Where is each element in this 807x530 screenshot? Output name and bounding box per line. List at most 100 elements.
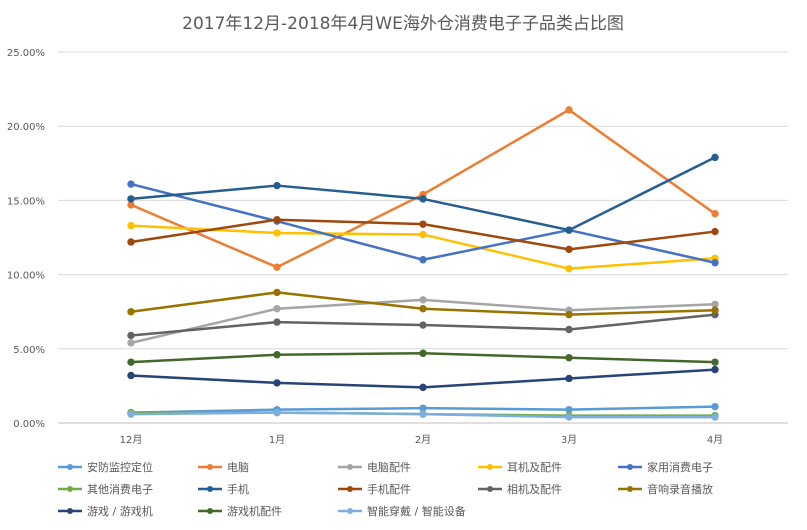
data-point bbox=[273, 408, 281, 417]
data-point bbox=[419, 349, 427, 357]
legend-label: 相机及配件 bbox=[507, 482, 562, 496]
legend-marker bbox=[67, 464, 73, 470]
series-group bbox=[127, 106, 719, 271]
series-group bbox=[127, 215, 719, 254]
y-tick-label: 0.00% bbox=[13, 419, 45, 430]
y-tick-label: 25.00% bbox=[7, 48, 45, 59]
data-point bbox=[273, 351, 281, 359]
legend-marker bbox=[347, 486, 353, 492]
legend-item: 游戏 / 游戏机 bbox=[58, 504, 153, 518]
data-point bbox=[273, 305, 281, 313]
data-point bbox=[711, 402, 719, 411]
data-point bbox=[419, 305, 427, 313]
series-group bbox=[127, 408, 719, 421]
data-point bbox=[565, 374, 573, 383]
legend-marker bbox=[207, 508, 213, 514]
legend-item: 音响录音播放 bbox=[618, 482, 713, 496]
legend-label: 手机 bbox=[227, 482, 249, 496]
legend-marker bbox=[207, 464, 213, 470]
y-tick-label: 5.00% bbox=[13, 345, 45, 356]
data-point bbox=[273, 288, 281, 297]
y-tick-label: 20.00% bbox=[7, 122, 45, 133]
legend-marker bbox=[487, 486, 493, 492]
legend-marker bbox=[67, 508, 73, 514]
data-point bbox=[127, 195, 135, 203]
data-point bbox=[127, 371, 135, 380]
legend-item: 电脑配件 bbox=[338, 461, 411, 474]
data-point bbox=[565, 226, 573, 234]
y-tick-label: 15.00% bbox=[7, 196, 45, 207]
data-point bbox=[127, 339, 135, 347]
data-point bbox=[273, 229, 281, 237]
legend-label: 手机配件 bbox=[367, 482, 411, 496]
legend-marker bbox=[67, 486, 73, 492]
data-point bbox=[127, 308, 135, 316]
data-point bbox=[565, 264, 573, 273]
gridlines bbox=[58, 51, 788, 424]
data-point bbox=[711, 365, 719, 374]
legend-item: 手机 bbox=[198, 482, 249, 496]
data-point bbox=[419, 256, 427, 264]
data-point bbox=[711, 358, 719, 366]
legend-label: 音响录音播放 bbox=[647, 482, 713, 496]
data-point bbox=[565, 354, 573, 362]
data-point bbox=[711, 210, 719, 218]
axes: 0.00% 5.00% 10.00% 15.00% 20.00% 25.00% 12月 1月 2… bbox=[7, 48, 723, 446]
legend-item: 手机配件 bbox=[338, 482, 411, 496]
legend-item: 家用消费电子 bbox=[618, 460, 713, 474]
x-tick-label: 2月 bbox=[415, 434, 431, 446]
legend-item: 相机及配件 bbox=[478, 482, 562, 496]
legend-item: 游戏机配件 bbox=[198, 504, 282, 518]
legend-marker bbox=[207, 486, 213, 492]
legend-label: 电脑 bbox=[227, 461, 249, 474]
data-point bbox=[711, 153, 719, 162]
legend-label: 其他消费电子 bbox=[87, 482, 153, 496]
legend-label: 游戏 / 游戏机 bbox=[87, 504, 153, 518]
legend-label: 家用消费电子 bbox=[647, 460, 713, 474]
data-point bbox=[419, 410, 427, 418]
data-point bbox=[711, 259, 719, 267]
data-point bbox=[419, 230, 427, 239]
x-tick-label: 12月 bbox=[120, 434, 143, 446]
legend-item: 其他消费电子 bbox=[58, 482, 153, 496]
series-group bbox=[127, 153, 719, 234]
data-point bbox=[711, 306, 719, 314]
x-tick-label: 4月 bbox=[707, 434, 723, 446]
data-point bbox=[565, 310, 573, 319]
data-point bbox=[419, 220, 427, 228]
data-point bbox=[127, 180, 135, 188]
data-point bbox=[419, 383, 427, 392]
y-tick-label: 10.00% bbox=[7, 271, 45, 282]
legend-item: 安防监控定位 bbox=[58, 460, 153, 474]
data-point bbox=[711, 413, 719, 421]
legend-label: 安防监控定位 bbox=[87, 460, 153, 474]
series-group bbox=[127, 365, 719, 392]
legend-marker bbox=[487, 464, 493, 470]
data-point bbox=[127, 331, 135, 340]
data-point bbox=[565, 413, 573, 421]
data-point bbox=[419, 296, 427, 304]
data-point bbox=[565, 325, 573, 334]
series-group bbox=[127, 288, 719, 319]
legend-item: 电脑 bbox=[198, 461, 249, 474]
legend-item: 智能穿戴 / 智能设备 bbox=[338, 504, 466, 518]
x-tick-label: 1月 bbox=[269, 434, 285, 446]
data-point bbox=[127, 410, 135, 418]
data-point bbox=[565, 245, 573, 254]
legend-label: 游戏机配件 bbox=[227, 504, 282, 518]
data-point bbox=[419, 195, 427, 203]
data-point bbox=[273, 318, 281, 326]
data-point bbox=[565, 106, 573, 114]
legend-marker bbox=[347, 464, 353, 470]
data-point bbox=[273, 379, 281, 387]
data-point bbox=[273, 181, 281, 190]
legend-marker bbox=[347, 508, 353, 514]
legend-label: 耳机及配件 bbox=[507, 460, 562, 474]
legend-marker bbox=[627, 464, 633, 470]
series-group bbox=[127, 310, 719, 340]
data-point bbox=[273, 215, 281, 224]
data-point bbox=[711, 227, 719, 236]
